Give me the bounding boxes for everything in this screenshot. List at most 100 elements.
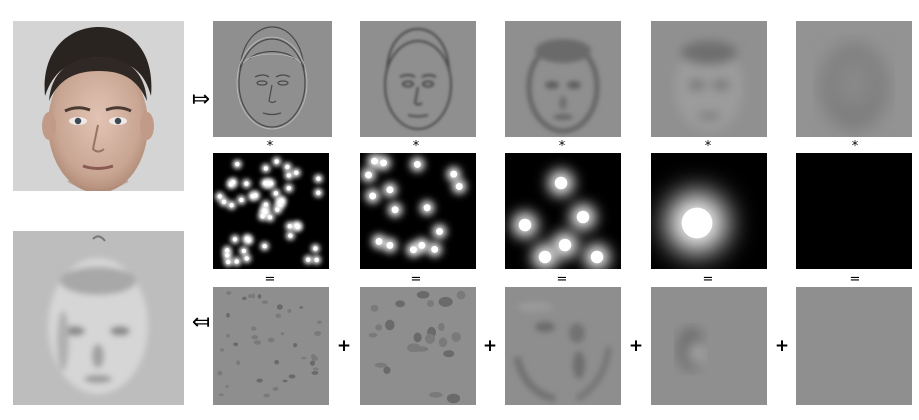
convolve-operator-1: * bbox=[266, 139, 274, 154]
component-feature bbox=[225, 385, 229, 388]
spike-blob bbox=[277, 202, 283, 208]
equals-operator-1: = bbox=[264, 272, 276, 287]
component-feature bbox=[451, 331, 461, 342]
spike-blob bbox=[286, 185, 292, 191]
spike-blob bbox=[316, 190, 321, 196]
spike-blob bbox=[681, 207, 713, 239]
spike-blob bbox=[244, 256, 249, 261]
spike-blob bbox=[576, 210, 590, 224]
spike-blob bbox=[230, 180, 236, 185]
reconstruction-component-2 bbox=[360, 287, 476, 405]
component-feature bbox=[309, 360, 316, 366]
convolve-operator-5: * bbox=[851, 139, 859, 154]
component-feature bbox=[374, 362, 387, 368]
component-feature bbox=[251, 335, 259, 340]
component-feature bbox=[314, 331, 322, 337]
component-feature bbox=[438, 296, 453, 307]
spike-blob bbox=[235, 161, 240, 167]
component-feature bbox=[226, 312, 230, 318]
component-feature bbox=[368, 332, 378, 338]
component-feature bbox=[443, 350, 455, 358]
spike-map-4 bbox=[651, 153, 767, 269]
filtered-face-scale-2 bbox=[360, 21, 476, 137]
component-feature bbox=[312, 367, 319, 371]
spike-blob bbox=[386, 241, 394, 249]
component-feature bbox=[416, 291, 430, 299]
component-feature bbox=[287, 308, 292, 313]
spike-blob bbox=[423, 204, 431, 212]
spike-blob bbox=[265, 181, 271, 186]
component-feature bbox=[413, 332, 422, 343]
component-feature bbox=[274, 386, 279, 391]
reconstruction-component-1 bbox=[213, 287, 329, 405]
component-feature bbox=[219, 348, 225, 352]
component-feature bbox=[261, 300, 269, 304]
component-feature bbox=[299, 306, 304, 309]
component-feature bbox=[226, 291, 232, 295]
spike-blob bbox=[250, 193, 255, 199]
component-feature bbox=[218, 393, 224, 396]
spike-map-2 bbox=[360, 153, 476, 269]
spike-blob bbox=[267, 215, 273, 220]
component-feature bbox=[257, 294, 262, 299]
component-feature bbox=[426, 300, 434, 307]
spike-blob bbox=[316, 176, 321, 181]
recompose-arrow-icon: ⤆ bbox=[191, 310, 211, 335]
plus-operator-3: + bbox=[628, 336, 644, 356]
spike-blob bbox=[262, 208, 267, 213]
component-feature bbox=[317, 320, 322, 324]
spike-blob bbox=[306, 257, 311, 262]
spike-blob bbox=[558, 238, 572, 252]
component-feature bbox=[250, 326, 257, 331]
spike-blob bbox=[590, 250, 604, 264]
spike-blob bbox=[418, 241, 426, 249]
spike-blob bbox=[286, 173, 292, 178]
spike-blob bbox=[274, 159, 279, 164]
component-feature bbox=[311, 356, 318, 361]
filtered-face-scale-5 bbox=[796, 21, 912, 137]
input-face-photo bbox=[13, 21, 184, 191]
spike-map-1 bbox=[213, 153, 329, 269]
component-feature bbox=[395, 300, 405, 308]
component-feature bbox=[375, 324, 383, 331]
spike-blob bbox=[221, 199, 227, 205]
component-feature bbox=[217, 370, 223, 376]
component-feature bbox=[226, 333, 230, 338]
spike-blob bbox=[273, 191, 279, 196]
component-feature bbox=[251, 293, 256, 299]
component-feature bbox=[263, 393, 271, 398]
component-feature bbox=[407, 343, 421, 353]
spike-blob bbox=[263, 202, 269, 207]
filtered-face-scale-3 bbox=[505, 21, 621, 137]
reconstruction-component-5 bbox=[796, 287, 912, 405]
spike-blob bbox=[538, 250, 552, 264]
component-feature bbox=[233, 342, 238, 346]
spike-blob bbox=[386, 186, 394, 194]
spike-map-3 bbox=[505, 153, 621, 269]
component-feature bbox=[311, 370, 319, 375]
spike-blob bbox=[371, 157, 379, 165]
convolve-operator-4: * bbox=[704, 139, 712, 154]
spike-blob bbox=[294, 223, 299, 228]
spike-blob bbox=[413, 160, 421, 168]
spike-blob bbox=[518, 218, 532, 232]
spike-blob bbox=[365, 171, 373, 179]
component-feature bbox=[424, 333, 436, 344]
spike-blob bbox=[313, 246, 318, 251]
reconstruction-component-4 bbox=[651, 287, 767, 405]
spike-blob bbox=[263, 166, 269, 171]
convolve-operator-3: * bbox=[558, 139, 566, 154]
component-feature bbox=[275, 313, 281, 319]
spike-blob bbox=[234, 259, 239, 264]
plus-operator-2: + bbox=[482, 336, 498, 356]
spike-blob bbox=[431, 245, 439, 253]
component-feature bbox=[256, 378, 263, 383]
spike-blob bbox=[455, 183, 463, 191]
spike-blob bbox=[217, 194, 222, 199]
spike-blob bbox=[436, 228, 444, 236]
component-feature bbox=[276, 304, 283, 310]
component-feature bbox=[274, 359, 280, 365]
spike-blob bbox=[288, 233, 293, 238]
component-feature bbox=[280, 332, 285, 336]
spike-blob bbox=[380, 159, 388, 167]
